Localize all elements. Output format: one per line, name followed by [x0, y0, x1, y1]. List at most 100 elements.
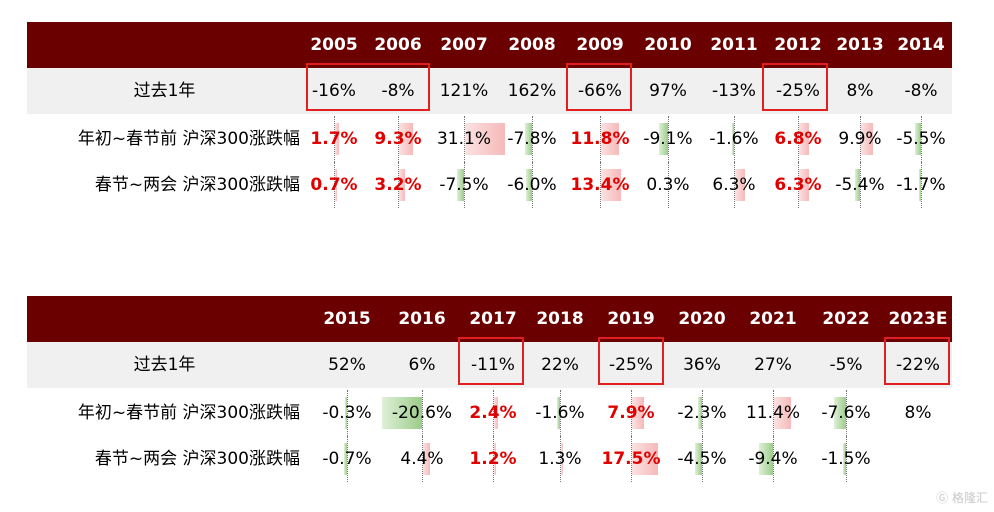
data-bar — [843, 443, 846, 475]
value-cell: 2.4% — [469, 403, 517, 423]
row-label: 过去1年 — [133, 81, 196, 101]
year-header: 2018 — [536, 309, 584, 329]
data-bar — [855, 169, 860, 201]
data-bar — [557, 397, 560, 429]
value-cell: 9.3% — [374, 129, 422, 149]
value-cell: 11.8% — [570, 129, 630, 149]
year-header: 2014 — [897, 35, 945, 55]
year-header: 2008 — [508, 35, 556, 55]
value-cell: 27% — [754, 355, 792, 375]
data-bar — [345, 397, 347, 429]
data-bar — [525, 123, 532, 155]
value-cell: 6.3% — [712, 175, 756, 195]
watermark: Ⓖ 格隆汇 — [936, 489, 988, 506]
value-cell: 1.7% — [310, 129, 358, 149]
value-cell: 22% — [541, 355, 579, 375]
data-bar — [659, 123, 668, 155]
value-cell: 162% — [507, 81, 557, 101]
data-bar — [632, 443, 658, 475]
year-header: 2006 — [374, 35, 422, 55]
past-year-row: 过去1年 -16% -8% 121% 162% -66% 97% -13% -2… — [27, 68, 952, 114]
value-cell: 7.9% — [607, 403, 655, 423]
gelonghui-logo-icon: Ⓖ — [936, 491, 949, 505]
highlight-box — [458, 337, 524, 385]
row-label: 春节~两会 沪深300涨跌幅 — [94, 175, 300, 195]
value-cell: -22% — [896, 355, 940, 375]
value-cell: 36% — [683, 355, 721, 375]
data-bar — [465, 123, 505, 155]
year-header: 2009 — [576, 35, 624, 55]
data-bar — [759, 443, 773, 475]
value-cell: -13% — [712, 81, 756, 101]
past-year-row: 过去1年 52% 6% -11% 22% -25% 36% 27% -5% -2… — [27, 342, 952, 388]
highlight-box — [762, 63, 828, 111]
year-header: 2020 — [678, 309, 726, 329]
value-cell: 6% — [408, 355, 436, 375]
data-bar — [834, 397, 846, 429]
value-cell: 17.5% — [601, 449, 661, 469]
data-bar — [919, 169, 921, 201]
row-label: 年初~春节前 沪深300涨跌幅 — [77, 403, 300, 423]
value-cell: 1.3% — [538, 449, 582, 469]
value-cell: -8% — [381, 81, 415, 101]
year-header: 2017 — [469, 309, 517, 329]
festival-to-two-sessions-row: 春节~两会 沪深300涨跌幅 0.7% 3.2% -7.5% -6.0% 13.… — [27, 162, 952, 208]
pre-spring-festival-row: 年初~春节前 沪深300涨跌幅 1.7% 9.3% 31.1% -7.8% 11… — [27, 116, 952, 162]
data-bar — [601, 123, 619, 155]
value-cell: -2.3% — [677, 403, 727, 423]
data-bar — [735, 169, 745, 201]
data-bar — [601, 169, 621, 201]
data-bar — [457, 169, 464, 201]
value-cell: -16% — [312, 81, 356, 101]
value-cell: 8% — [904, 403, 932, 423]
year-header: 2013 — [836, 35, 884, 55]
value-cell: -5.5% — [896, 129, 946, 149]
data-bar — [915, 123, 921, 155]
data-bar — [335, 123, 339, 155]
value-cell: 4.4% — [400, 449, 444, 469]
value-cell — [884, 436, 952, 482]
data-bar — [561, 443, 563, 475]
data-bar — [698, 397, 702, 429]
value-cell: -9.4% — [748, 449, 798, 469]
value-cell: 121% — [439, 81, 489, 101]
value-cell: 9.9% — [838, 129, 882, 149]
year-header: 2016 — [398, 309, 446, 329]
data-bar — [526, 169, 532, 201]
value-cell: -5.4% — [835, 175, 885, 195]
data-bar — [632, 397, 644, 429]
value-cell: 0.3% — [646, 175, 690, 195]
row-label: 年初~春节前 沪深300涨跌幅 — [77, 129, 300, 149]
year-header: 2015 — [323, 309, 371, 329]
value-cell: -6.0% — [507, 175, 557, 195]
highlight-box — [566, 63, 632, 111]
data-bar — [494, 397, 498, 429]
data-bar — [732, 123, 734, 155]
value-cell: -0.3% — [322, 403, 372, 423]
value-cell: -66% — [578, 81, 622, 101]
data-bar — [382, 397, 422, 429]
value-cell: -8% — [904, 81, 938, 101]
year-header: 2005 — [310, 35, 358, 55]
value-cell: -20.6% — [391, 403, 453, 423]
value-cell: 6.8% — [774, 129, 822, 149]
row-label: 过去1年 — [133, 355, 196, 375]
value-cell: 6.3% — [774, 175, 822, 195]
value-cell: -1.6% — [535, 403, 585, 423]
year-header: 2010 — [644, 35, 692, 55]
year-header: 2021 — [749, 309, 797, 329]
year-header: 2012 — [774, 35, 822, 55]
value-cell: -9.1% — [643, 129, 693, 149]
value-cell: -0.7% — [322, 449, 372, 469]
value-cell: -1.6% — [709, 129, 759, 149]
highlight-box — [884, 337, 950, 385]
watermark-text: 格隆汇 — [951, 491, 988, 505]
data-bar — [423, 443, 430, 475]
value-cell: -1.7% — [896, 175, 946, 195]
data-bar — [494, 443, 496, 475]
year-header: 2011 — [710, 35, 758, 55]
data-bar — [799, 123, 809, 155]
data-bar — [774, 397, 791, 429]
data-bar — [335, 169, 337, 201]
value-cell: 97% — [649, 81, 687, 101]
